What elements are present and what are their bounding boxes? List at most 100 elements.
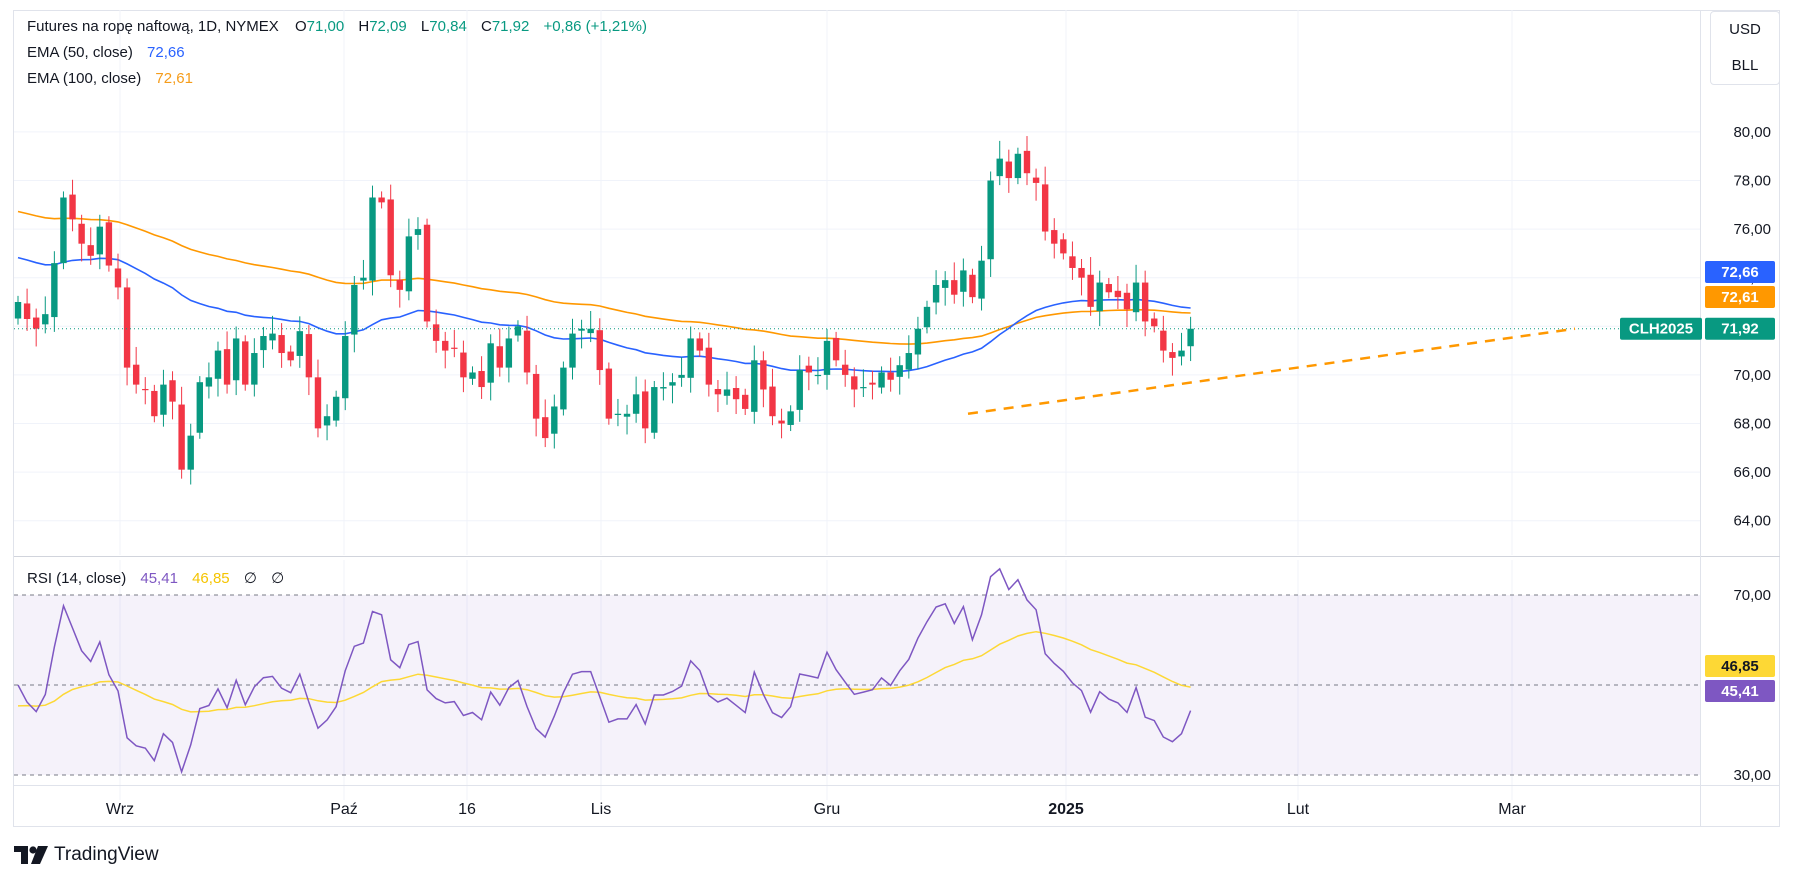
candle-body	[1060, 239, 1067, 254]
symbol-price-tag-bg	[1620, 317, 1702, 340]
candle-body	[405, 236, 413, 292]
candle-body	[632, 394, 640, 414]
candle-body	[87, 245, 94, 256]
candle-body	[478, 371, 485, 388]
candle-body	[460, 352, 467, 378]
change-value: +0,86 (+1,21%)	[543, 18, 647, 35]
high-label: H	[358, 18, 370, 35]
rsi-line	[17, 567, 1192, 775]
ema50-label: EMA (50, close)	[27, 44, 133, 61]
high-value: 72,09	[369, 18, 407, 35]
candle-body	[387, 199, 394, 276]
rsi-ma-tag-bg	[1705, 655, 1775, 677]
y-tick-label: 80,00	[1733, 124, 1771, 141]
candle-body	[442, 340, 449, 351]
symbol-legend: Futures na ropę naftową, 1D, NYMEX O71,0…	[27, 18, 647, 36]
rsi-label: RSI (14, close)	[27, 570, 127, 587]
candle-body	[60, 197, 67, 264]
tradingview-brand[interactable]: TradingView	[14, 844, 159, 866]
candle-body	[1141, 282, 1149, 322]
rsi-tag: 45,41	[1721, 683, 1759, 700]
candle-body	[1023, 150, 1031, 174]
low-label: L	[420, 18, 430, 35]
candle-body	[242, 341, 249, 385]
candle-body	[523, 330, 531, 373]
y-tick-label: 68,00	[1733, 416, 1771, 433]
candle-body	[987, 180, 994, 260]
trend-line	[967, 327, 1576, 416]
candle-body	[1032, 177, 1040, 183]
y-tick-label: 78,00	[1733, 173, 1771, 190]
last-price-tag: 71,92	[1721, 321, 1759, 338]
candle-body	[742, 394, 749, 409]
candle-body	[151, 390, 158, 417]
candle-body	[496, 346, 503, 368]
candle-body	[432, 324, 440, 341]
candle-body	[769, 386, 776, 417]
unit-button[interactable]: BLL	[1731, 57, 1759, 74]
open-value: 71,00	[306, 18, 345, 35]
y-tick-label: 64,00	[1733, 513, 1771, 530]
candle-body	[787, 411, 794, 425]
candle-body	[587, 328, 594, 334]
candle-body	[396, 279, 403, 290]
candle-body	[287, 351, 294, 361]
candle-body	[660, 387, 667, 389]
ema50-value: 72,66	[147, 44, 185, 61]
candle-body	[960, 270, 967, 292]
candle-body	[369, 197, 376, 281]
candle-body	[751, 360, 758, 412]
rsi-extra1: ∅	[243, 570, 257, 587]
candle-body	[342, 336, 349, 399]
candle-body	[932, 284, 940, 303]
candle-body	[14, 302, 22, 319]
ema100-legend[interactable]: EMA (100, close) 72,61	[27, 70, 193, 88]
candle-body	[651, 387, 658, 433]
candle-body	[796, 370, 803, 410]
candle-body	[896, 365, 903, 377]
candle-body	[1160, 330, 1167, 351]
candle-body	[132, 364, 140, 385]
y-tick-label: 70,00	[1733, 367, 1771, 384]
candle-body	[187, 435, 194, 470]
candle-body	[978, 260, 985, 299]
chart-frame	[13, 10, 1780, 827]
ema100-price-tag-bg	[1705, 286, 1775, 308]
candle-body	[514, 326, 522, 336]
candle-body	[323, 416, 331, 426]
x-tick-label: Wrz	[106, 801, 134, 818]
rsi-legend[interactable]: RSI (14, close) 45,41 46,85 ∅ ∅	[27, 570, 284, 588]
candle-body	[505, 338, 513, 368]
y-tick-label: 76,00	[1733, 221, 1771, 238]
candle-body	[560, 367, 567, 410]
candle-body	[105, 222, 113, 266]
candle-body	[551, 406, 558, 434]
candle-body	[605, 368, 613, 419]
candle-body	[1169, 352, 1176, 358]
x-tick-label: Lut	[1287, 801, 1310, 818]
candle-body	[823, 340, 831, 375]
candle-body	[914, 328, 922, 355]
ema50-line	[17, 256, 1191, 373]
candle-body	[969, 274, 976, 298]
candle-body	[1069, 256, 1076, 268]
candle-body	[123, 287, 131, 368]
candle-body	[1114, 290, 1122, 298]
candle-body	[251, 353, 258, 385]
y-tick-label: 66,00	[1733, 464, 1771, 481]
candle-body	[260, 336, 267, 351]
candle-body	[223, 349, 231, 385]
close-label: C	[480, 18, 492, 35]
ema50-legend[interactable]: EMA (50, close) 72,66	[27, 44, 185, 62]
rsi-extra2: ∅	[271, 570, 285, 587]
candle-body	[305, 334, 313, 378]
candle-body	[723, 389, 731, 396]
candle-body	[160, 384, 167, 415]
candle-body	[542, 417, 549, 439]
currency-button[interactable]: USD	[1729, 21, 1761, 38]
candle-body	[1132, 282, 1140, 313]
x-tick-label: Mar	[1498, 801, 1526, 818]
x-tick-label: Paź	[330, 801, 358, 818]
x-tick-label: Gru	[814, 801, 841, 818]
